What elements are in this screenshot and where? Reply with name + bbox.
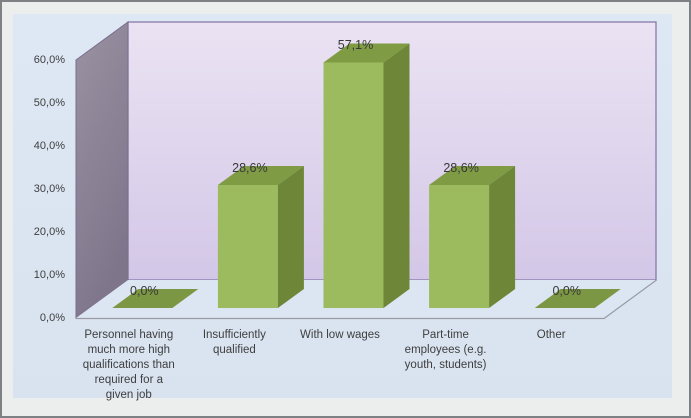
bar-personnel-having-much[interactable] — [112, 289, 199, 308]
y-axis-tick-label: 10,0% — [33, 269, 65, 281]
category-label-personnel-having-much: Personnel having much more high qualific… — [82, 329, 175, 401]
bar-part-time-employees[interactable] — [429, 185, 490, 308]
floor-edge — [76, 279, 657, 320]
y-axis-tick-label: 0,0% — [39, 312, 65, 324]
bar-insufficiently-qualified-top[interactable] — [217, 166, 304, 186]
bar-insufficiently-qualified[interactable] — [217, 185, 278, 308]
y-axis-tick-label: 50,0% — [33, 97, 65, 109]
y-axis-tick-label: 20,0% — [33, 226, 65, 238]
bar-value-label: 28,6% — [232, 161, 268, 176]
bar-with-low-wages-side[interactable] — [383, 43, 410, 308]
bar-insufficiently-qualified-side[interactable] — [277, 166, 304, 308]
category-label-insufficiently-qualified: Insufficiently qualified — [202, 329, 266, 356]
bar-part-time-employees-top[interactable] — [429, 166, 516, 186]
bar-part-time-employees-side[interactable] — [489, 166, 516, 308]
category-label-part-time-employees: Part-time employees (e.g. youth, student… — [404, 329, 487, 371]
bar-value-label: 0,0% — [552, 284, 581, 298]
bar-value-label: 0,0% — [130, 284, 159, 298]
y-axis-tick-label: 40,0% — [33, 140, 65, 152]
bar-value-label: 57,1% — [337, 38, 374, 53]
category-label-other: Other — [536, 329, 566, 341]
category-label-with-low-wages: With low wages — [300, 329, 380, 341]
y-axis-tick-label: 60,0% — [33, 54, 65, 66]
bar-value-label: 28,6% — [443, 161, 479, 176]
bar-with-low-wages-top[interactable] — [323, 43, 410, 63]
bar-with-low-wages[interactable] — [323, 62, 384, 308]
y-axis-tick-label: 30,0% — [33, 183, 65, 195]
bar-other[interactable] — [534, 289, 621, 308]
